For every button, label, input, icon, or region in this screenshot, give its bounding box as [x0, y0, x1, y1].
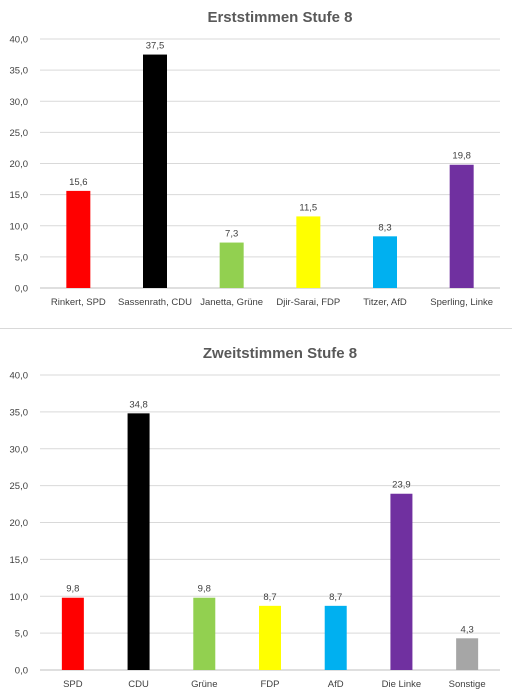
- chart-title: Zweitstimmen Stufe 8: [203, 345, 357, 362]
- chart-title: Erststimmen Stufe 8: [207, 9, 352, 26]
- chart-erststimmen: Erststimmen Stufe 8 0,0 5,0 10,0 15,0 20,0 25,…: [0, 0, 512, 322]
- data-label: 9,8: [66, 584, 79, 595]
- category-label: Rinkert, SPD: [51, 297, 106, 308]
- y-tick-label: 30,0: [10, 444, 29, 455]
- data-label: 37,5: [146, 41, 165, 52]
- bar-3: [219, 242, 244, 288]
- bar-5: [373, 236, 397, 288]
- bar-2: [143, 54, 167, 288]
- bar-6: [390, 493, 413, 670]
- y-tick-label: 5,0: [15, 629, 28, 640]
- bar-7: [456, 638, 479, 670]
- data-label: 23,9: [392, 480, 411, 491]
- bar-2: [127, 413, 150, 670]
- category-label: AfD: [328, 679, 344, 690]
- category-label: Sonstige: [449, 679, 486, 690]
- y-tick-label: 25,0: [10, 128, 29, 139]
- y-tick-label: 40,0: [10, 35, 29, 46]
- y-tick-label: 30,0: [10, 97, 29, 108]
- data-label: 19,8: [452, 151, 471, 162]
- category-label: SPD: [63, 679, 83, 690]
- bar-4: [259, 605, 281, 670]
- y-tick-label: 10,0: [10, 221, 29, 232]
- category-label: Djir-Sarai, FDP: [276, 297, 340, 308]
- bar-1: [66, 190, 91, 288]
- category-label: CDU: [128, 679, 149, 690]
- chart-zweitstimmen-svg: Zweitstimmen Stufe 8 0,0 5,0 10,0 15,0 20,0 25…: [10, 345, 500, 690]
- data-label: 15,6: [69, 177, 88, 188]
- y-tick-label: 35,0: [10, 407, 29, 418]
- y-tick-label: 5,0: [15, 252, 28, 263]
- y-tick-label: 15,0: [10, 555, 29, 566]
- chart-divider: [0, 328, 512, 329]
- y-tick-label: 20,0: [10, 518, 29, 529]
- category-label: Janetta, Grüne: [200, 297, 263, 308]
- data-label: 8,7: [263, 592, 276, 603]
- y-tick-label: 35,0: [10, 66, 29, 77]
- data-label: 34,8: [129, 399, 148, 410]
- data-label: 4,3: [461, 624, 474, 635]
- data-label: 8,7: [329, 592, 342, 603]
- y-tick-label: 25,0: [10, 481, 29, 492]
- category-label: Sperling, Linke: [430, 297, 493, 308]
- category-label: Die Linke: [382, 679, 422, 690]
- chart-zweitstimmen: Zweitstimmen Stufe 8 0,0 5,0 10,0 15,0 20,0 25…: [0, 334, 512, 696]
- data-label: 7,3: [225, 229, 238, 240]
- y-tick-label: 10,0: [10, 592, 29, 603]
- data-label: 11,5: [299, 202, 317, 213]
- y-tick-label: 40,0: [10, 371, 29, 382]
- bar-4: [296, 216, 321, 288]
- y-tick-label: 15,0: [10, 190, 29, 201]
- category-label: Grüne: [191, 679, 217, 690]
- data-label: 9,8: [198, 584, 211, 595]
- category-label: FDP: [261, 679, 280, 690]
- chart-erststimmen-svg: Erststimmen Stufe 8 0,0 5,0 10,0 15,0 20,0 25,…: [10, 9, 500, 308]
- bar-3: [193, 597, 216, 670]
- y-tick-label: 0,0: [15, 284, 28, 295]
- bar-6: [449, 164, 474, 288]
- y-tick-label: 0,0: [15, 666, 28, 677]
- data-label: 8,3: [378, 222, 391, 233]
- bar-5: [324, 605, 347, 670]
- bar-1: [61, 597, 84, 670]
- category-label: Sassenrath, CDU: [118, 297, 192, 308]
- y-tick-label: 20,0: [10, 159, 29, 170]
- category-label: Titzer, AfD: [363, 297, 407, 308]
